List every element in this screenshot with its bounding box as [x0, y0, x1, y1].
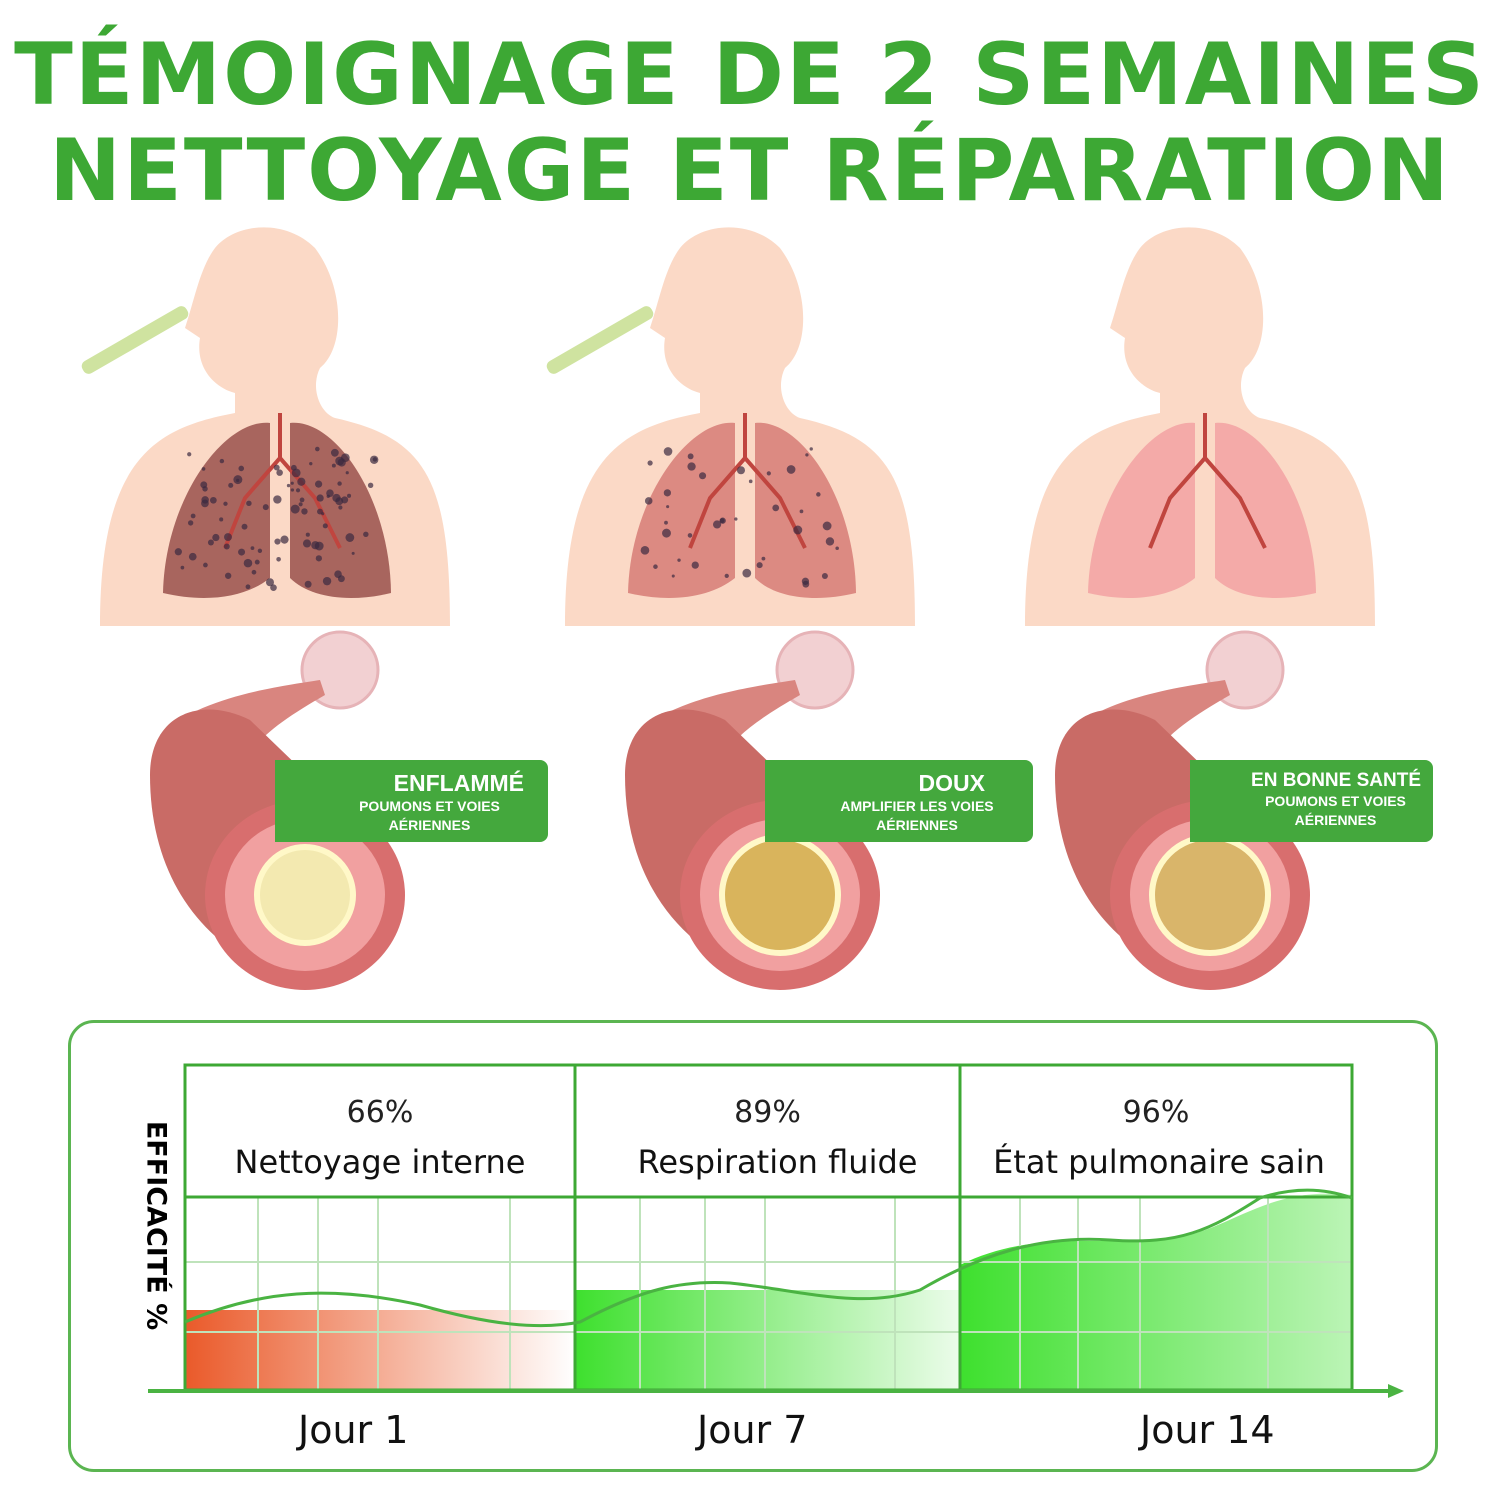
- label-day14: État pulmonaire sain: [960, 1143, 1358, 1181]
- y-axis-label: EFFICACITÉ %: [141, 1116, 172, 1336]
- fill-day7: [575, 1290, 960, 1390]
- label-day7: Respiration fluide: [575, 1143, 980, 1181]
- day-label-1: Jour 1: [298, 1408, 408, 1452]
- percent-day14: 96%: [960, 1095, 1352, 1130]
- day-label-14: Jour 14: [1140, 1408, 1275, 1452]
- day-label-7: Jour 7: [697, 1408, 807, 1452]
- percent-day1: 66%: [185, 1095, 575, 1130]
- fill-day1: [185, 1310, 575, 1390]
- fill-day14: [960, 1194, 1352, 1390]
- label-day1: Nettoyage interne: [185, 1143, 575, 1181]
- percent-day7: 89%: [575, 1095, 960, 1130]
- x-axis-arrow: [1388, 1384, 1404, 1398]
- efficacy-chart: [0, 0, 1500, 1500]
